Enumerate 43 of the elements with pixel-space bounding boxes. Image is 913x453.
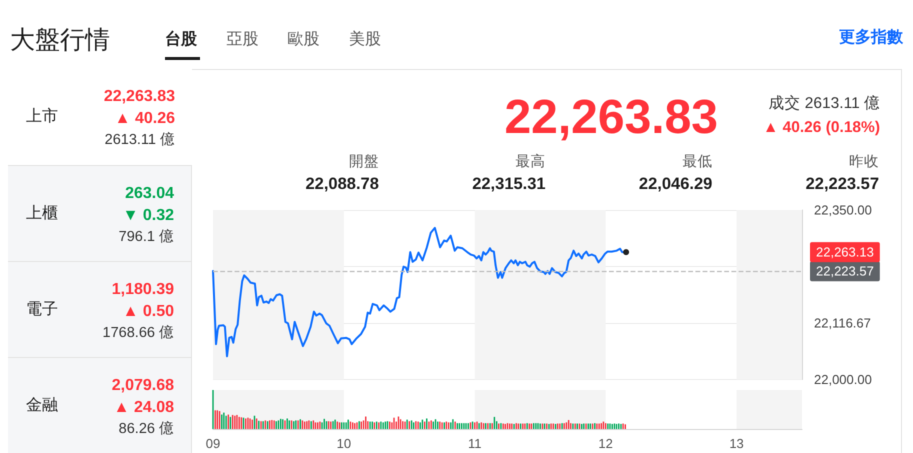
text: ▲ 0.50 [122, 302, 174, 322]
text: ▲ 24.08 [114, 398, 174, 418]
text: 1768.66 億 [102, 325, 174, 342]
text: 22,223.57 [806, 174, 879, 192]
text: 上市 [26, 108, 58, 126]
x-tick-label: 09 [206, 436, 220, 451]
category-label: 最低 [682, 154, 712, 170]
y-tick-label: 22,116.67 [814, 316, 871, 330]
text: 大盤行情 [10, 26, 110, 54]
text: 成交 2613.11 億 [768, 95, 880, 113]
text: 22,263.83 [504, 90, 718, 146]
text: 86.26 億 [118, 421, 174, 438]
category-label: 昨收 [849, 154, 879, 170]
category-label: 美股 [348, 30, 381, 50]
text: 796.1 億 [118, 229, 174, 246]
text: 金融 [26, 396, 58, 416]
text: 22,046.29 [638, 174, 712, 192]
text: ▼ 0.32 [122, 206, 174, 226]
annotation: 22,263.13 [816, 244, 874, 260]
text: ▲ 40.26 (0.18%) [762, 119, 880, 137]
text: 更多指數 [839, 28, 903, 48]
category-label: 歐股 [288, 30, 320, 50]
x-tick-label: 10 [336, 436, 352, 451]
x-tick-label: 11 [468, 436, 482, 451]
y-tick-label: 22,350.00 [814, 202, 872, 218]
category-label: 最高 [516, 154, 546, 170]
x-tick-label: 12 [598, 436, 613, 451]
text: 22,088.78 [306, 174, 379, 192]
text: 263.04 [125, 184, 174, 204]
ref-line-label: 22,223.57 [816, 264, 874, 279]
text: 22,263.83 [104, 88, 175, 106]
category-label: 台股 [165, 30, 197, 50]
text: 1,180.39 [112, 280, 174, 300]
text: 22,315.31 [472, 174, 546, 192]
x-tick-label: 13 [729, 436, 744, 451]
text: 電子 [26, 300, 58, 320]
text: 2,079.68 [112, 376, 174, 396]
category-label: 開盤 [348, 154, 379, 170]
y-tick-label: 22,000.00 [814, 372, 872, 387]
text: 上櫃 [26, 204, 58, 224]
text: ▲ 40.26 [114, 110, 175, 128]
text: 2613.11 億 [104, 132, 175, 149]
category-label: 亞股 [226, 30, 258, 50]
